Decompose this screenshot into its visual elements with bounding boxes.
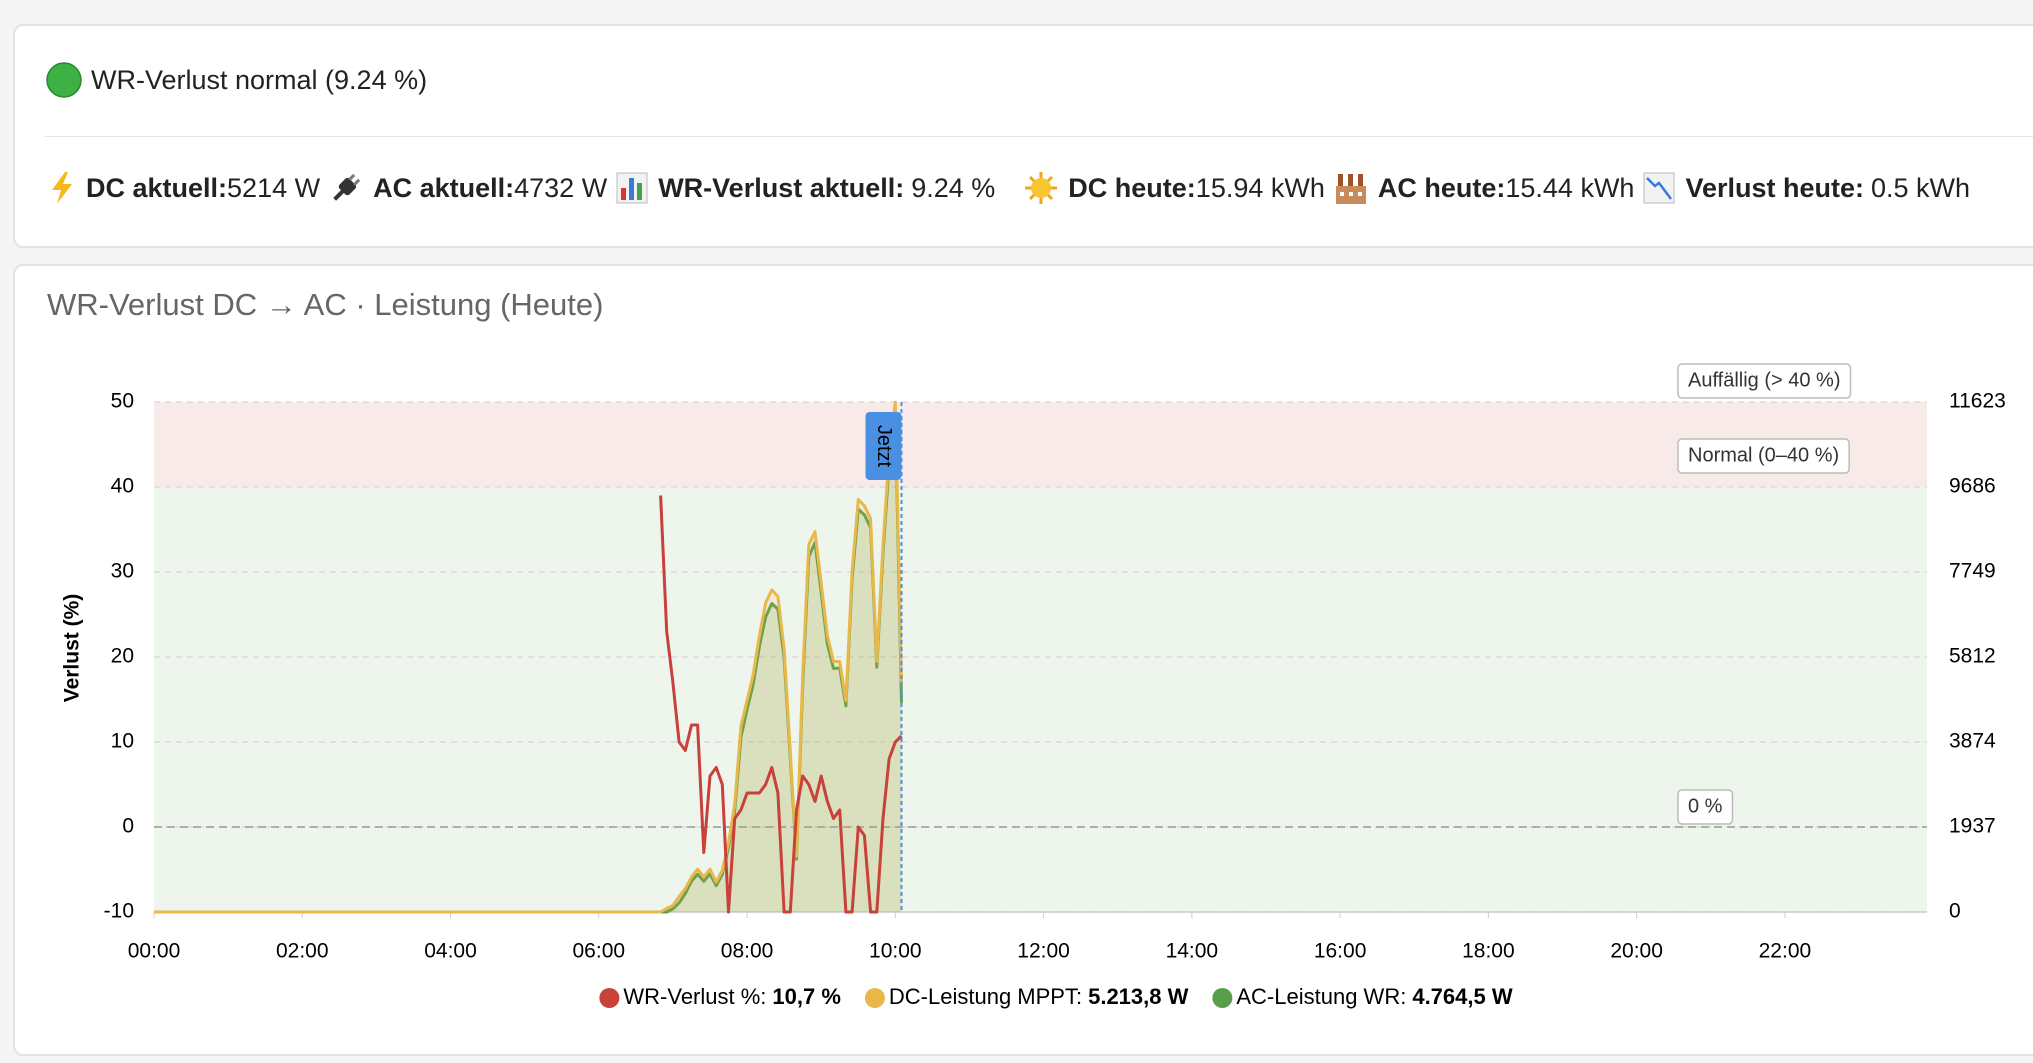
- icon-bars: [616, 172, 648, 204]
- legend-current: 10,7 %: [772, 984, 841, 1009]
- x-tick-label: 22:00: [1759, 940, 1812, 963]
- area: [154, 412, 902, 912]
- y-tick-label: 50: [111, 390, 134, 413]
- stat: AC heute: 15.44 kWh: [1334, 171, 1635, 205]
- y2-tick-label: 9686: [1949, 475, 1996, 498]
- legend-marker: [1212, 988, 1233, 1008]
- annotation-label: Auffällig (> 40 %): [1688, 369, 1841, 391]
- y2-tick-label: 11623: [1949, 390, 2006, 413]
- x-tick-label: 04:00: [424, 940, 477, 963]
- stat-value: 15.94 kWh: [1195, 172, 1325, 203]
- annotation-box: [1677, 789, 1734, 825]
- now-label-box: [865, 412, 902, 480]
- line: [659, 495, 903, 914]
- legend-current: 4.764,5 W: [1412, 984, 1513, 1009]
- annotation-label: Normal (0–40 %): [1688, 444, 1839, 466]
- stats-row: DC aktuell: 5214 W AC aktuell: 4732 W WR-V…: [48, 171, 1979, 205]
- plot: [154, 400, 903, 914]
- legend-entry: WR-Verlust %: 10,7 %: [623, 984, 841, 1009]
- stat-value: 4732 W: [514, 172, 608, 203]
- stat-label: WR-Verlust aktuell:: [658, 172, 905, 203]
- x-tick-label: 18:00: [1462, 940, 1515, 963]
- annotation-box: [1677, 363, 1852, 399]
- stat-value: 5214 W: [227, 172, 321, 203]
- annotation-box: [1677, 438, 1850, 474]
- stat-value: 9.24 %: [911, 172, 996, 203]
- stat-label: DC heute:: [1068, 172, 1196, 203]
- stat: Verlust heute: 0.5 kWh: [1643, 172, 1970, 204]
- stat-label: AC heute:: [1377, 172, 1506, 203]
- x-tick-label: 20:00: [1610, 940, 1663, 963]
- x-tick-label: 10:00: [869, 940, 922, 963]
- icon-trend-down: [1643, 172, 1675, 204]
- y-tick-label: 20: [111, 645, 134, 668]
- icon-bolt: [52, 172, 72, 204]
- band: [154, 487, 1927, 912]
- legend-marker: [599, 988, 620, 1008]
- y2-tick-label: 7749: [1949, 560, 1996, 583]
- legend-marker: [864, 988, 885, 1008]
- y-tick-label: 10: [111, 730, 134, 753]
- x-tick-label: 06:00: [573, 940, 626, 963]
- area: [154, 402, 902, 912]
- status-dot: [46, 62, 82, 98]
- x-tick-label: 00:00: [128, 940, 181, 963]
- y-tick-label: 0: [122, 815, 134, 838]
- legend-current: 5.213,8 W: [1088, 984, 1189, 1009]
- stat-label: DC aktuell:: [86, 172, 228, 203]
- y-axis-label: Verlust (%): [61, 594, 84, 703]
- legend-entry: DC-Leistung MPPT: 5.213,8 W: [889, 984, 1189, 1009]
- stat: AC aktuell: 4732 W: [329, 171, 607, 205]
- y2-tick-label: 0: [1949, 900, 1961, 923]
- x-tick-label: 02:00: [276, 940, 329, 963]
- y-tick-label: 30: [111, 560, 134, 583]
- icon-sun: [1025, 172, 1058, 204]
- y2-tick-label: 1937: [1949, 815, 1996, 838]
- legend-name: WR-Verlust %:: [623, 984, 766, 1009]
- x-tick-label: 08:00: [721, 940, 774, 963]
- chart-title: WR-Verlust DC → AC · Leistung (Heute): [47, 287, 603, 322]
- y2-tick-label: 5812: [1949, 645, 1996, 668]
- y2-tick-label: 3874: [1949, 730, 1996, 753]
- status-text: WR-Verlust normal (9.24 %): [91, 64, 428, 95]
- icon-factory: [1335, 174, 1366, 204]
- stat-value: 0.5 kWh: [1871, 172, 1971, 203]
- annotation-label: 0 %: [1688, 795, 1723, 817]
- y-tick-label: -10: [104, 900, 134, 923]
- x-tick-label: 12:00: [1017, 940, 1070, 963]
- x-tick-label: 16:00: [1314, 940, 1367, 963]
- x-tick-label: 14:00: [1166, 940, 1219, 963]
- status: WR-Verlust normal (9.24 %): [46, 62, 427, 98]
- band: [154, 402, 1927, 487]
- stat: WR-Verlust aktuell: 9.24 %: [616, 172, 995, 204]
- stat-label: Verlust heute:: [1685, 172, 1864, 203]
- y-tick-label: 40: [111, 475, 134, 498]
- stat: DC aktuell: 5214 W: [48, 171, 320, 205]
- line: [154, 400, 903, 914]
- stat-label: AC aktuell:: [373, 172, 515, 203]
- legend-name: AC-Leistung WR:: [1236, 984, 1406, 1009]
- divider: [45, 136, 2033, 137]
- stat-value: 15.44 kWh: [1505, 172, 1635, 203]
- stat: DC heute: 15.94 kWh: [1024, 171, 1325, 205]
- legend-name: DC-Leistung MPPT:: [889, 984, 1082, 1009]
- icon-plug: [333, 173, 361, 201]
- legend-entry: AC-Leistung WR: 4.764,5 W: [1236, 984, 1512, 1009]
- now-label: Jetzt: [873, 425, 895, 468]
